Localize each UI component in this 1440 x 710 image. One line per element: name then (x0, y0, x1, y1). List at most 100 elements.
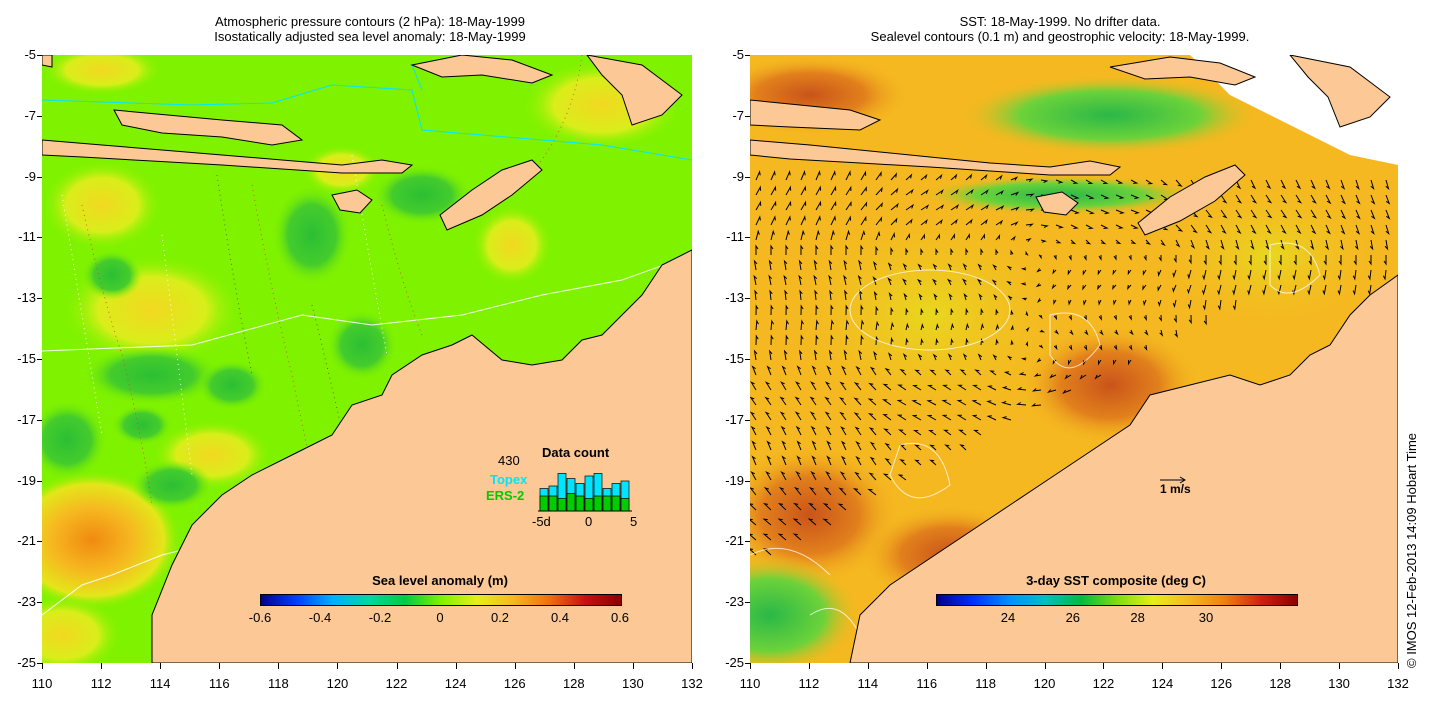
velocity-vector (957, 429, 967, 436)
velocity-vector (753, 274, 758, 286)
velocity-vector (995, 248, 999, 255)
velocity-vector (1115, 239, 1122, 245)
velocity-vector (956, 399, 967, 406)
velocity-vector (944, 369, 952, 376)
right-lon-tick (750, 663, 751, 669)
ers2-bar (602, 495, 612, 512)
velocity-vector (1085, 209, 1095, 215)
velocity-vector (800, 185, 807, 196)
velocity-vector (853, 382, 862, 391)
velocity-vector (750, 533, 757, 541)
left-colorbar (260, 594, 622, 606)
velocity-vector (1370, 179, 1375, 191)
velocity-vector (956, 414, 967, 421)
velocity-vector (1338, 255, 1342, 266)
right-lat-tick (745, 480, 750, 482)
velocity-vector (785, 334, 789, 346)
velocity-vector (755, 185, 762, 196)
velocity-vector (800, 169, 806, 181)
velocity-vector (780, 425, 787, 436)
right-lon-label: 128 (1269, 676, 1292, 691)
velocity-vector (1068, 344, 1073, 351)
velocity-vector (873, 350, 878, 361)
velocity-vector (902, 353, 908, 361)
velocity-vector (1031, 388, 1042, 392)
velocity-vector (935, 233, 940, 241)
velocity-vector (770, 215, 776, 226)
velocity-vector (845, 185, 852, 196)
velocity-vector (1292, 284, 1297, 296)
velocity-vector (1203, 314, 1207, 326)
velocity-vector (785, 215, 791, 226)
left-lat-tick (37, 298, 42, 300)
velocity-vector (935, 307, 939, 316)
velocity-vector (1325, 224, 1331, 235)
velocity-vector (839, 471, 847, 481)
left-lon-tick (514, 663, 516, 669)
velocity-vector (920, 189, 929, 196)
velocity-vector (971, 414, 982, 421)
left-lon-label: 112 (90, 676, 112, 691)
velocity-vector (920, 219, 928, 226)
velocity-vector (768, 259, 773, 271)
velocity-vector (830, 170, 836, 181)
velocity-vector (1068, 359, 1072, 366)
velocity-vector (1322, 269, 1327, 281)
velocity-vector (1173, 314, 1177, 324)
right-lon-label: 130 (1328, 676, 1350, 691)
velocity-vector (1353, 255, 1357, 266)
velocity-vector (995, 205, 1005, 211)
velocity-vector (860, 229, 866, 241)
velocity-vector (905, 173, 913, 181)
velocity-vector (918, 293, 923, 301)
velocity-vector (897, 429, 907, 436)
velocity-vector (1085, 239, 1092, 245)
velocity-vector (815, 169, 821, 181)
velocity-vector (929, 444, 937, 451)
velocity-vector (920, 322, 924, 331)
left-lon-tick (396, 663, 398, 669)
velocity-vector (1352, 284, 1357, 296)
velocity-vector (1367, 269, 1372, 281)
left-lon-label: 110 (31, 676, 53, 691)
velocity-vector (1187, 269, 1192, 280)
velocity-vector (800, 319, 804, 331)
velocity-vector (770, 200, 777, 211)
velocity-vector (962, 278, 967, 286)
velocity-vector (869, 456, 877, 466)
velocity-vector (1145, 194, 1155, 200)
velocity-vector (1098, 359, 1102, 366)
velocity-vector (1038, 314, 1043, 320)
velocity-vector (1295, 209, 1303, 219)
velocity-vector (1157, 284, 1162, 292)
velocity-vector (751, 365, 757, 376)
velocity-vector (1280, 179, 1287, 190)
velocity-vector (1006, 280, 1012, 286)
sst-graphic (750, 55, 1398, 663)
velocity-vector (1031, 403, 1042, 407)
left-lon-tick (692, 663, 693, 669)
velocity-vector (1142, 269, 1147, 276)
velocity-vector (840, 426, 847, 436)
velocity-vector (1035, 283, 1042, 288)
left-lon-tick (573, 663, 575, 669)
velocity-vector (854, 471, 862, 481)
velocity-vector (860, 215, 867, 226)
velocity-vector (762, 518, 772, 526)
sst-map: 1 m/s 3-day SST composite (deg C) 24 26 28… (750, 55, 1398, 663)
velocity-vector (1385, 194, 1391, 205)
velocity-vector (830, 229, 835, 241)
velocity-vector (840, 455, 847, 466)
right-lat-label: -11 (726, 229, 744, 245)
velocity-vector (750, 518, 757, 526)
velocity-vector (917, 353, 923, 361)
velocity-vector (991, 279, 997, 286)
velocity-vector (1233, 255, 1237, 266)
velocity-vector (912, 384, 922, 391)
velocity-vector (875, 230, 881, 241)
velocity-vector (800, 215, 806, 226)
velocity-vector (1310, 194, 1317, 204)
velocity-vector (795, 425, 802, 436)
velocity-vector (860, 244, 864, 255)
velocity-vector (1070, 239, 1077, 245)
